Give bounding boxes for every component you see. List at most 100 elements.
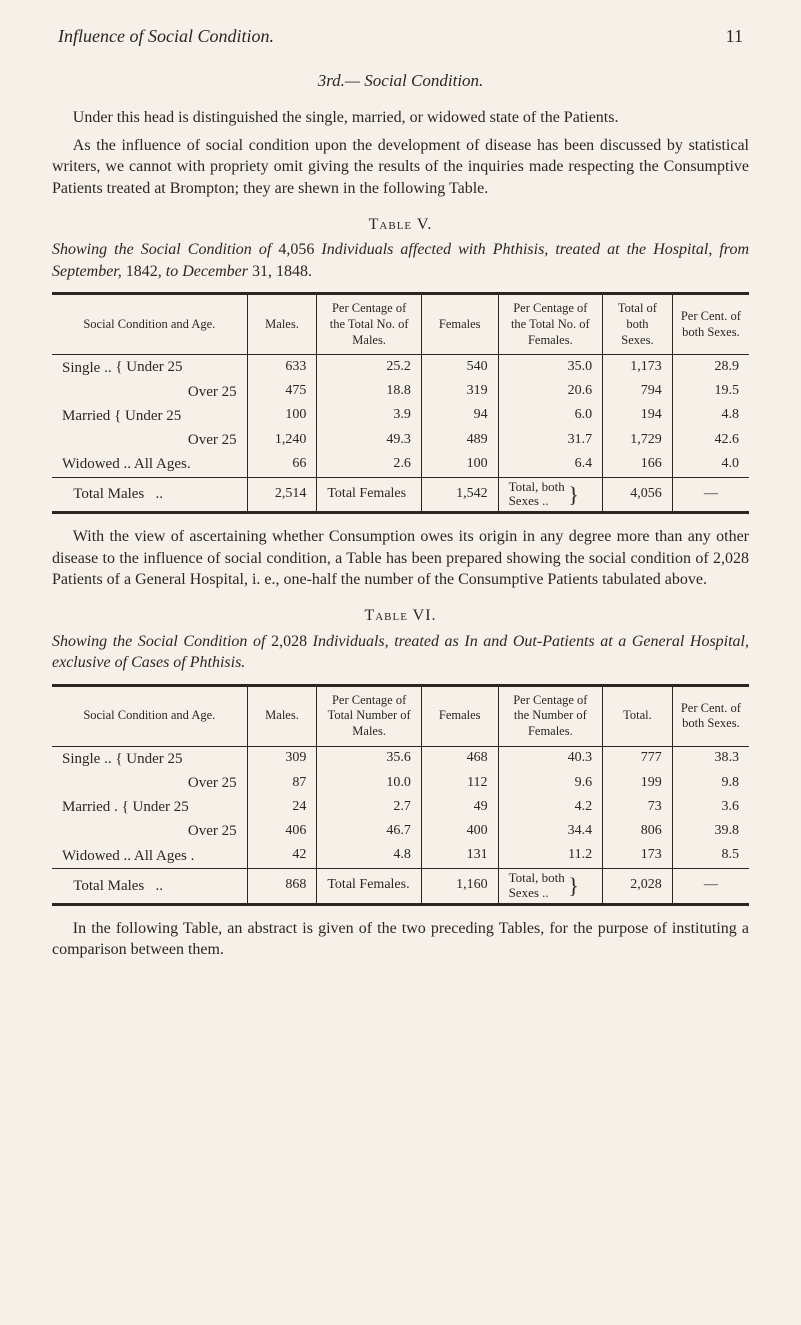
cell: 468 — [421, 746, 498, 771]
cell: 66 — [247, 452, 317, 477]
table-caption: Table V. — [52, 214, 749, 236]
table-subtitle: Showing the Social Condition of 4,056 In… — [52, 239, 749, 282]
table-caption: Table VI. — [52, 605, 749, 627]
text: to December — [162, 263, 252, 280]
row-sub-label: Over 25 — [188, 823, 237, 839]
table-row: Married . { Under 25 24 2.7 49 4.2 73 3.… — [52, 795, 749, 819]
row-group-label: Single .. — [62, 360, 112, 376]
cell: 31.7 — [498, 428, 603, 452]
col-header: Per Cent. of both Sexes. — [672, 685, 749, 746]
cell: 24 — [247, 795, 317, 819]
cell: 540 — [421, 355, 498, 380]
row-sub-label: All Ages . — [134, 848, 194, 864]
text: 4,056 — [278, 241, 314, 258]
cell: 28.9 — [672, 355, 749, 380]
row-sub-label: Under 25 — [126, 751, 182, 767]
running-title: Influence of Social Condition. — [58, 24, 274, 48]
cell: 49 — [421, 795, 498, 819]
table-row: Single .. { Under 25 309 35.6 468 40.3 7… — [52, 746, 749, 771]
cell: 87 — [247, 771, 317, 795]
cell: 4.8 — [672, 404, 749, 428]
paragraph: As the influence of social condition upo… — [52, 135, 749, 200]
row-group-label: Married . — [62, 799, 118, 815]
cell: 1,729 — [603, 428, 673, 452]
col-header: Social Condition and Age. — [52, 685, 247, 746]
table-vi: Social Condition and Age. Males. Per Cen… — [52, 684, 749, 906]
text: 1842, — [126, 263, 162, 280]
row-sub-label: Over 25 — [188, 775, 237, 791]
col-header: Total of both Sexes. — [603, 294, 673, 355]
total-row: Total Males .. 868 Total Females. 1,160 … — [52, 868, 749, 904]
cell: 1,240 — [247, 428, 317, 452]
col-header: Females — [421, 294, 498, 355]
cell: 40.3 — [498, 746, 603, 771]
cell: 777 — [603, 746, 673, 771]
col-header: Per Centage of the Total No. of Females. — [498, 294, 603, 355]
col-header: Social Condition and Age. — [52, 294, 247, 355]
cell: 794 — [603, 380, 673, 404]
table-row: Widowed .. All Ages. 66 2.6 100 6.4 166 … — [52, 452, 749, 477]
cell: 9.6 — [498, 771, 603, 795]
cell: 4.8 — [317, 844, 422, 869]
cell: 806 — [603, 819, 673, 843]
text: Sexes .. — [509, 885, 549, 900]
table-v: Social Condition and Age. Males. Per Cen… — [52, 292, 749, 514]
row-group-label: Widowed .. — [62, 456, 131, 472]
text: Showing the Social Condition of — [52, 241, 278, 258]
cell: 1,173 — [603, 355, 673, 380]
cell: 475 — [247, 380, 317, 404]
col-header: Per Cent. of both Sexes. — [672, 294, 749, 355]
table-subtitle: Showing the Social Condition of 2,028 In… — [52, 631, 749, 674]
table-row: Single .. { Under 25 633 25.2 540 35.0 1… — [52, 355, 749, 380]
paragraph: In the following Table, an abstract is g… — [52, 918, 749, 961]
col-header: Total. — [603, 685, 673, 746]
paragraph: Under this head is distinguished the sin… — [52, 107, 749, 129]
total-label: Total Males — [73, 878, 144, 894]
col-header: Per Centage of the Number of Females. — [498, 685, 603, 746]
cell: 42.6 — [672, 428, 749, 452]
table-row: Married { Under 25 100 3.9 94 6.0 194 4.… — [52, 404, 749, 428]
cell: 34.4 — [498, 819, 603, 843]
cell: 9.8 — [672, 771, 749, 795]
row-group-label: Widowed .. — [62, 848, 131, 864]
col-header: Per Centage of the Total No. of Males. — [317, 294, 422, 355]
cell: 319 — [421, 380, 498, 404]
cell: 35.0 — [498, 355, 603, 380]
total-males: 2,514 — [247, 477, 317, 513]
cell: 42 — [247, 844, 317, 869]
total-both: 4,056 — [603, 477, 673, 513]
total-females-label: Total Females — [317, 477, 422, 513]
text: Showing the Social Condition of — [52, 633, 271, 650]
dash: — — [672, 868, 749, 904]
cell: 131 — [421, 844, 498, 869]
total-females: 1,542 — [421, 477, 498, 513]
row-sub-label: Under 25 — [133, 799, 189, 815]
row-sub-label: Over 25 — [188, 432, 237, 448]
cell: 489 — [421, 428, 498, 452]
cell: 6.4 — [498, 452, 603, 477]
cell: 39.8 — [672, 819, 749, 843]
total-males: 868 — [247, 868, 317, 904]
cell: 20.6 — [498, 380, 603, 404]
section-heading: 3rd.— Social Condition. — [52, 70, 749, 93]
cell: 46.7 — [317, 819, 422, 843]
cell: 166 — [603, 452, 673, 477]
text: Sexes .. — [509, 493, 549, 508]
running-head: Influence of Social Condition. 11 — [52, 24, 749, 48]
text: 2,028 — [271, 633, 307, 650]
col-header: Males. — [247, 685, 317, 746]
total-females-label: Total Females. — [317, 868, 422, 904]
dash: — — [672, 477, 749, 513]
cell: 100 — [247, 404, 317, 428]
col-header: Per Centage of Total Number of Males. — [317, 685, 422, 746]
cell: 406 — [247, 819, 317, 843]
cell: 400 — [421, 819, 498, 843]
cell: 3.6 — [672, 795, 749, 819]
row-group-label: Single .. — [62, 751, 112, 767]
table-row: Over 25 475 18.8 319 20.6 794 19.5 — [52, 380, 749, 404]
page-number: 11 — [726, 24, 743, 48]
text: Total, both — [509, 870, 565, 885]
cell: 2.7 — [317, 795, 422, 819]
row-sub-label: All Ages. — [134, 456, 191, 472]
cell: 38.3 — [672, 746, 749, 771]
